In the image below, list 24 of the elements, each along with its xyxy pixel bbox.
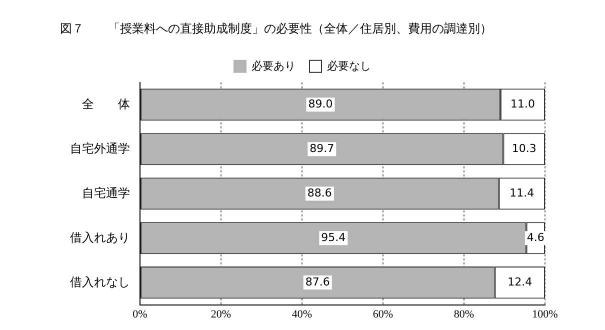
x-tick-label: 100% [532,308,558,320]
data-label: 95.4 [321,230,346,244]
data-label: 88.6 [307,186,332,200]
y-tick-label: 借入れなし [70,274,130,289]
data-label: 89.7 [310,142,334,155]
y-tick-label: 自宅通学 [82,186,130,200]
x-tick-label: 0% [132,308,148,320]
data-label: 12.4 [508,275,532,288]
y-tick-label: 借入れあり [70,230,130,244]
data-label: 89.0 [308,98,333,110]
data-label: 10.3 [512,142,536,155]
x-tick-label: 20% [210,308,232,320]
x-tick-label: 60% [372,308,394,320]
y-tick-label: 自宅外通学 [70,141,130,156]
data-label: 4.6 [526,230,544,244]
legend-label: 必要なし [327,59,371,72]
legend-label: 必要あり [252,59,296,72]
chart-title: 図７ 「授業料への直接助成制度」の必要性（全体／住居別、費用の調達別） [60,22,492,36]
data-label: 11.0 [510,98,535,110]
y-tick-label: 全 体 [82,96,130,111]
data-label: 87.6 [305,275,330,288]
x-tick-label: 80% [454,308,474,320]
x-tick-label: 40% [292,308,312,320]
data-label: 11.4 [510,186,534,200]
